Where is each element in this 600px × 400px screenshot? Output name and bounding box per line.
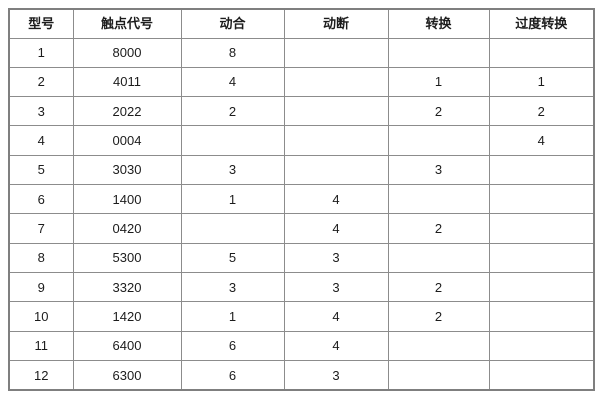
table-row: 7 0420 4 2 — [8, 213, 595, 244]
table-cell — [283, 154, 389, 186]
table-cell: 1 — [8, 37, 74, 68]
column-header-contact-code: 触点代号 — [72, 8, 182, 39]
table-cell — [387, 184, 490, 215]
table-cell: 1 — [180, 184, 285, 215]
contact-spec-table-container: 型号 触点代号 动合 动断 转换 过度转换 1 8000 8 2 4011 4 1 1 3 202… — [8, 8, 595, 391]
table-cell — [283, 66, 389, 98]
column-header-model: 型号 — [8, 8, 74, 39]
table-cell: 3 — [180, 272, 285, 303]
table-cell: 1 — [180, 301, 285, 332]
table-cell: 0004 — [72, 125, 182, 156]
column-header-transition-changeover: 过度转换 — [488, 8, 595, 39]
table-row: 12 6300 6 3 — [8, 360, 595, 391]
table-cell: 7 — [8, 213, 74, 244]
table-cell — [283, 37, 389, 68]
table-body: 1 8000 8 2 4011 4 1 1 3 2022 2 2 2 4 0004 4 5 3030 3 3 6 1400… — [8, 37, 595, 391]
table-cell: 11 — [8, 330, 74, 362]
table-cell: 2 — [387, 96, 490, 127]
table-cell: 2 — [488, 96, 595, 127]
table-cell — [283, 125, 389, 156]
table-cell: 4 — [283, 213, 389, 244]
table-cell: 6 — [8, 184, 74, 215]
table-row: 5 3030 3 3 — [8, 154, 595, 186]
table-row: 10 1420 1 4 2 — [8, 301, 595, 332]
table-cell: 3 — [283, 360, 389, 391]
table-cell: 1 — [488, 66, 595, 98]
column-header-changeover: 转换 — [387, 8, 490, 39]
table-cell: 6300 — [72, 360, 182, 391]
table-cell — [387, 37, 490, 68]
table-row: 3 2022 2 2 2 — [8, 96, 595, 127]
table-cell — [488, 184, 595, 215]
table-cell: 2022 — [72, 96, 182, 127]
table-cell — [488, 242, 595, 274]
column-header-normally-open: 动合 — [180, 8, 285, 39]
table-cell: 2 — [387, 301, 490, 332]
table-cell: 5 — [8, 154, 74, 186]
table-row: 1 8000 8 — [8, 37, 595, 68]
table-cell: 4011 — [72, 66, 182, 98]
table-cell — [488, 301, 595, 332]
table-cell — [387, 330, 490, 362]
table-cell: 12 — [8, 360, 74, 391]
table-row: 9 3320 3 3 2 — [8, 272, 595, 303]
table-cell: 8 — [8, 242, 74, 274]
table-cell: 1400 — [72, 184, 182, 215]
table-cell: 5 — [180, 242, 285, 274]
table-cell: 1 — [387, 66, 490, 98]
table-cell: 8 — [180, 37, 285, 68]
table-cell — [488, 330, 595, 362]
table-cell: 4 — [8, 125, 74, 156]
table-cell — [488, 37, 595, 68]
table-cell: 0420 — [72, 213, 182, 244]
table-row: 11 6400 6 4 — [8, 330, 595, 362]
table-cell: 6 — [180, 360, 285, 391]
table-cell: 3 — [8, 96, 74, 127]
table-cell: 3 — [283, 242, 389, 274]
table-header: 型号 触点代号 动合 动断 转换 过度转换 — [8, 8, 595, 39]
table-cell — [488, 154, 595, 186]
header-row: 型号 触点代号 动合 动断 转换 过度转换 — [8, 8, 595, 39]
table-cell: 4 — [283, 184, 389, 215]
table-cell: 6400 — [72, 330, 182, 362]
contact-spec-table: 型号 触点代号 动合 动断 转换 过度转换 1 8000 8 2 4011 4 1 1 3 202… — [8, 8, 595, 391]
table-cell — [488, 360, 595, 391]
table-cell: 1420 — [72, 301, 182, 332]
table-cell: 3320 — [72, 272, 182, 303]
column-header-normally-closed: 动断 — [283, 8, 389, 39]
table-cell — [180, 213, 285, 244]
table-cell: 4 — [488, 125, 595, 156]
table-cell: 5300 — [72, 242, 182, 274]
table-cell: 3 — [180, 154, 285, 186]
table-cell: 9 — [8, 272, 74, 303]
table-cell: 4 — [180, 66, 285, 98]
table-cell — [387, 242, 490, 274]
table-cell: 4 — [283, 330, 389, 362]
table-cell: 6 — [180, 330, 285, 362]
table-cell: 3 — [283, 272, 389, 303]
table-row: 2 4011 4 1 1 — [8, 66, 595, 98]
table-cell — [387, 125, 490, 156]
table-cell: 3030 — [72, 154, 182, 186]
table-cell: 2 — [387, 213, 490, 244]
table-cell — [387, 360, 490, 391]
table-cell: 2 — [387, 272, 490, 303]
table-cell: 2 — [8, 66, 74, 98]
table-cell: 10 — [8, 301, 74, 332]
table-cell: 8000 — [72, 37, 182, 68]
table-cell — [283, 96, 389, 127]
table-row: 4 0004 4 — [8, 125, 595, 156]
table-cell: 4 — [283, 301, 389, 332]
table-cell: 3 — [387, 154, 490, 186]
table-cell — [180, 125, 285, 156]
table-cell — [488, 213, 595, 244]
table-cell — [488, 272, 595, 303]
table-row: 8 5300 5 3 — [8, 242, 595, 274]
table-cell: 2 — [180, 96, 285, 127]
table-row: 6 1400 1 4 — [8, 184, 595, 215]
